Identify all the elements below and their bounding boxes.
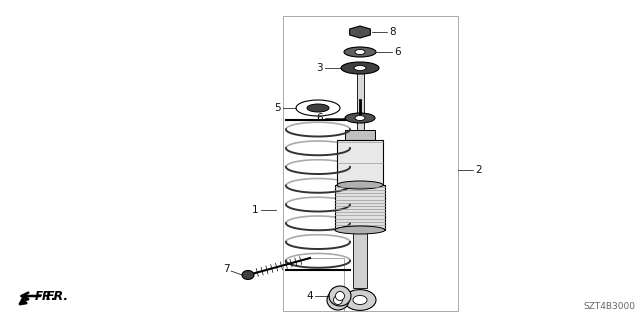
Ellipse shape xyxy=(345,113,375,123)
Ellipse shape xyxy=(335,292,344,300)
Text: 1: 1 xyxy=(252,205,258,215)
Ellipse shape xyxy=(307,104,329,112)
Ellipse shape xyxy=(353,295,367,305)
Text: 6: 6 xyxy=(316,113,323,123)
Ellipse shape xyxy=(337,181,383,189)
Text: 3: 3 xyxy=(316,63,323,73)
Bar xyxy=(353,230,367,288)
Ellipse shape xyxy=(354,65,366,70)
Bar xyxy=(345,130,375,160)
Text: 8: 8 xyxy=(389,27,396,37)
Bar xyxy=(356,65,364,175)
Polygon shape xyxy=(349,26,371,38)
Bar xyxy=(335,185,385,230)
Ellipse shape xyxy=(335,226,385,234)
Text: 7: 7 xyxy=(223,264,230,274)
Bar xyxy=(337,140,383,185)
Text: 6: 6 xyxy=(394,47,401,57)
Text: 4: 4 xyxy=(307,291,313,301)
Ellipse shape xyxy=(341,62,379,74)
Ellipse shape xyxy=(333,295,342,305)
Text: FR.: FR. xyxy=(46,290,69,302)
Text: SZT4B3000: SZT4B3000 xyxy=(583,302,635,311)
Ellipse shape xyxy=(355,49,365,55)
Ellipse shape xyxy=(329,286,351,306)
Ellipse shape xyxy=(355,115,365,121)
Ellipse shape xyxy=(344,290,376,310)
Text: FR.: FR. xyxy=(35,291,57,303)
Text: 5: 5 xyxy=(275,103,281,113)
Ellipse shape xyxy=(344,47,376,57)
Ellipse shape xyxy=(327,290,349,310)
Bar xyxy=(283,16,458,311)
Text: 2: 2 xyxy=(475,165,482,175)
Ellipse shape xyxy=(242,271,254,279)
Ellipse shape xyxy=(296,100,340,116)
